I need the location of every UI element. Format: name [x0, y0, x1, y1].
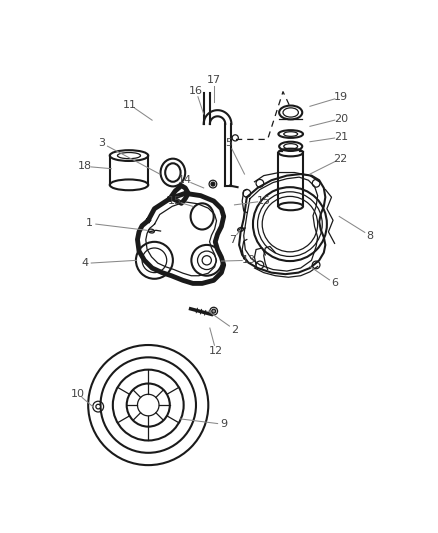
Text: 1: 1	[86, 219, 93, 228]
Text: 2: 2	[231, 325, 238, 335]
Circle shape	[211, 182, 215, 186]
Text: 11: 11	[123, 100, 137, 110]
Ellipse shape	[238, 228, 244, 231]
Text: 9: 9	[220, 419, 227, 429]
Text: 4: 4	[81, 259, 88, 269]
Text: 13: 13	[241, 255, 255, 265]
Circle shape	[232, 135, 238, 141]
Text: 8: 8	[367, 231, 374, 241]
Text: 20: 20	[334, 114, 348, 124]
Text: 21: 21	[334, 132, 348, 142]
Text: 19: 19	[334, 92, 348, 102]
Text: 15: 15	[168, 196, 182, 206]
Text: 18: 18	[78, 161, 92, 172]
Text: 3: 3	[99, 138, 106, 148]
Ellipse shape	[148, 229, 154, 233]
Text: 12: 12	[209, 346, 223, 356]
Text: 5: 5	[226, 138, 233, 148]
Text: 7: 7	[230, 235, 237, 245]
Text: 17: 17	[207, 75, 221, 85]
Text: 22: 22	[334, 154, 348, 164]
Text: 15: 15	[257, 196, 271, 206]
Text: 6: 6	[331, 278, 338, 288]
Circle shape	[96, 405, 100, 409]
Text: 16: 16	[189, 86, 203, 96]
Text: 10: 10	[71, 389, 85, 399]
Text: 14: 14	[178, 175, 192, 185]
Circle shape	[212, 309, 215, 313]
